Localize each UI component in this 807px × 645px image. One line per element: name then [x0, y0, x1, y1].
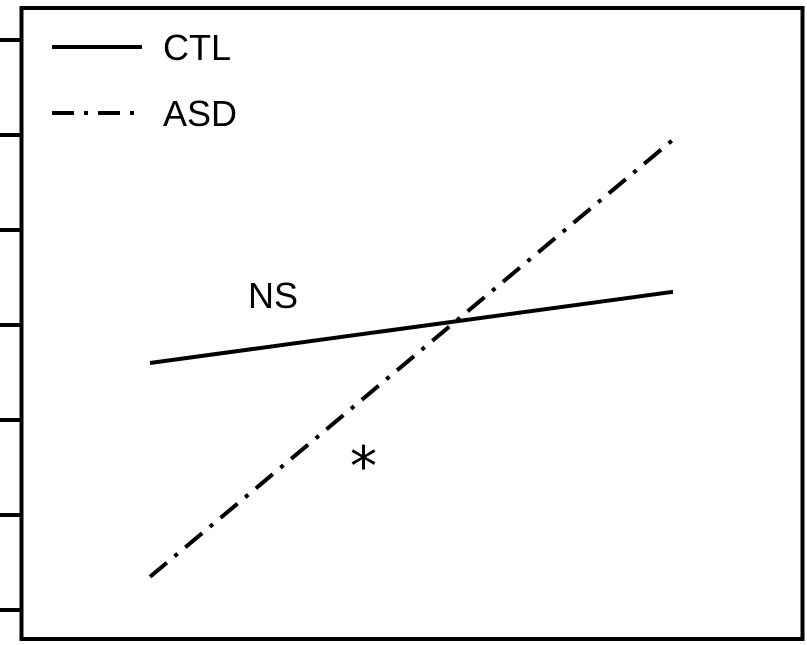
series-line-ctl	[149, 289, 674, 365]
annotation-significance-star: *	[350, 435, 377, 498]
annotation-ns: NS	[248, 275, 298, 316]
legend: CTL ASD	[52, 27, 237, 134]
y-axis-ticks	[0, 38, 21, 612]
legend-label-ctl: CTL	[163, 27, 231, 68]
series-line-asd	[148, 138, 675, 579]
series-layer	[148, 138, 675, 579]
legend-label-asd: ASD	[163, 93, 237, 134]
plot-frame	[19, 6, 805, 641]
